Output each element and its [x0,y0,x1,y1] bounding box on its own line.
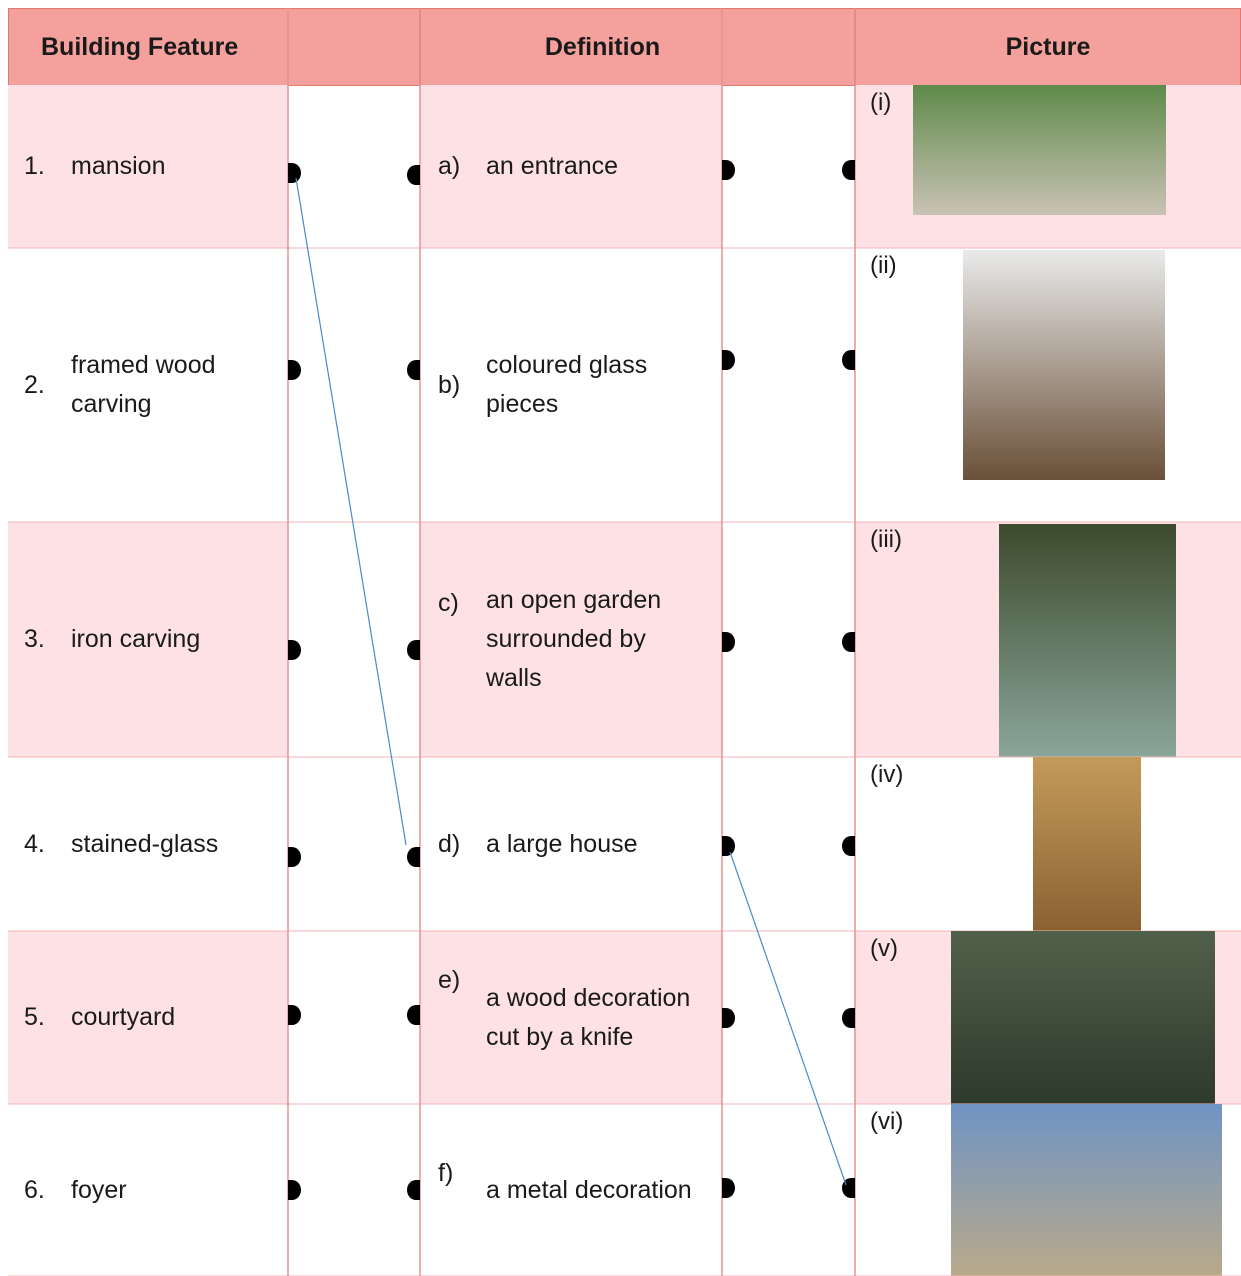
feature-row: 2. framed wood carving [24,248,264,522]
connector-dot [407,165,420,185]
feature-cell [8,522,288,757]
header-picture: Picture [855,8,1241,86]
connector-dot [722,632,735,652]
feature-row: 4. stained-glass [24,757,264,931]
match-line [295,177,407,846]
connector-dot [288,640,301,660]
connector-dot [722,836,735,856]
feature-text: stained-glass [71,829,219,858]
feature-number: 3. [24,625,45,653]
picture-label: (v) [870,935,898,962]
definition-row: a) an entrance [438,85,708,248]
connector-dot [842,1008,855,1028]
definition-letter: e) [438,966,461,994]
picture-label: (iii) [870,526,902,553]
definition-cell [420,931,722,1104]
definition-text: an entrance [486,152,619,180]
feature-text: framed wood carving [71,351,216,418]
header-feature: Building Feature [8,8,420,86]
connector-dot [842,632,855,652]
definition-letter: d) [438,829,461,858]
connector-dot [842,350,855,370]
connector-dot [288,1180,301,1200]
definition-text: a metal decoration [486,1175,692,1204]
connector-dot [407,1005,420,1025]
connector-dot [407,847,420,867]
feature-row: 5. courtyard [24,931,264,1104]
connector-dot [288,1005,301,1025]
photo [951,1104,1222,1276]
feature-row: 1. mansion [24,85,264,248]
definition-text: a large house [486,829,638,858]
definition-text: a wood decoration cut by a knife [486,983,691,1051]
connector-dot [407,640,420,660]
definition-row: e) a wood decoration cut by a knife [438,931,708,1104]
connector-dot [722,350,735,370]
photo [999,524,1176,757]
definition-letter: b) [438,370,461,399]
feature-number: 6. [24,1175,45,1204]
feature-text: courtyard [71,1003,176,1031]
definition-row: b) coloured glass pieces [438,248,708,522]
photo [963,250,1165,480]
picture-label: (i) [870,89,892,116]
definition-row: c) an open garden surrounded by walls [438,522,708,757]
feature-number: 2. [24,370,45,399]
connector-dot [288,360,301,380]
picture-label: (vi) [870,1108,904,1135]
feature-cell [8,931,288,1104]
photo [1033,757,1141,931]
match-line [729,851,847,1186]
definition-letter: c) [438,589,459,617]
connector-dot [288,847,301,867]
definition-cell [420,522,722,757]
feature-number: 4. [24,829,45,858]
photo [913,85,1166,215]
feature-text: mansion [71,152,166,180]
photo [951,931,1215,1104]
connector-dot [842,160,855,180]
connector-dot [722,160,735,180]
definition-row: f) a metal decoration [438,1104,708,1276]
feature-text: iron carving [71,625,201,653]
feature-row: 6. foyer [24,1104,264,1276]
connector-dot [407,360,420,380]
picture-label: (iv) [870,761,904,788]
connector-dot [842,1178,855,1198]
picture-label: (ii) [870,252,897,279]
definition-letter: a) [438,152,461,180]
definition-text: coloured glass pieces [486,351,648,418]
feature-row: 3. iron carving [24,522,264,757]
definition-text: an open garden surrounded by walls [486,586,662,692]
connector-dot [722,1008,735,1028]
feature-text: foyer [71,1175,127,1204]
feature-cell [8,85,288,248]
definition-row: d) a large house [438,757,708,931]
definition-cell [420,85,722,248]
connector-dot [722,1178,735,1198]
connector-dot [288,163,301,183]
connector-dot [842,836,855,856]
connector-dot [407,1180,420,1200]
definition-letter: f) [438,1159,454,1187]
feature-number: 1. [24,152,45,180]
feature-number: 5. [24,1003,45,1031]
